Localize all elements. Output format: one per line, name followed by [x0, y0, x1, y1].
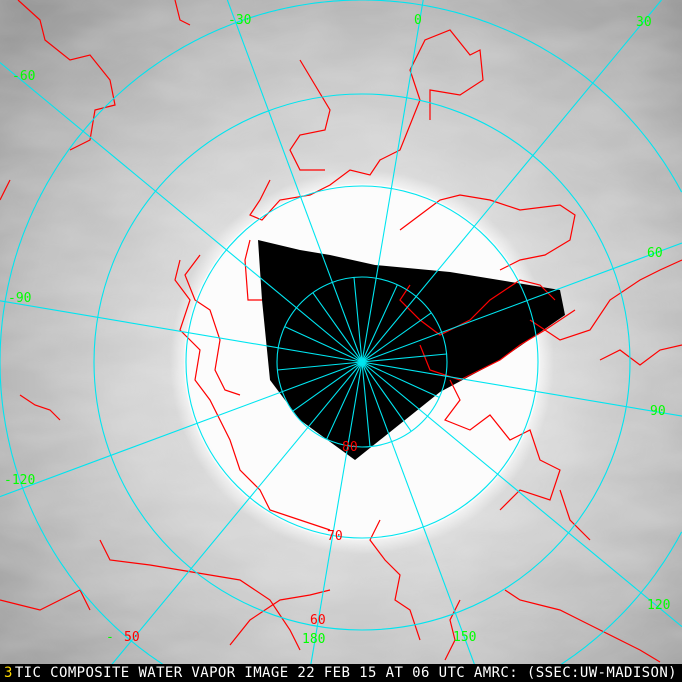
- meridian-line: [361, 361, 682, 417]
- meridian-line: [0, 361, 363, 498]
- latitude-circle-60: [93, 93, 631, 631]
- meridian-line: [361, 242, 682, 363]
- meridian-line: [277, 361, 363, 371]
- longitude-labels: 0 30 60 90 120 150 180 -30 -60 -90 -120 …: [4, 13, 670, 647]
- label-lat-70: 70: [327, 529, 343, 544]
- label-lon-0: 0: [414, 13, 422, 28]
- meridian-line: [96, 361, 363, 682]
- meridian-line: [361, 284, 398, 363]
- meridian-line: [307, 361, 363, 682]
- meridian-line: [361, 361, 482, 682]
- label-lon-minus-60: -60: [12, 69, 35, 84]
- meridian-line: [361, 361, 412, 432]
- label-lon-minus-30: -30: [228, 13, 251, 28]
- meridian-line: [284, 326, 363, 363]
- label-lon-minus-120: -120: [4, 473, 35, 488]
- latitude-circle-80: [276, 276, 448, 448]
- meridian-line: [312, 292, 363, 363]
- image-title: TIC COMPOSITE WATER VAPOR IMAGE 22 FEB 1…: [14, 665, 677, 681]
- meridian-line: [361, 361, 371, 447]
- meridian-line: [361, 312, 432, 363]
- label-lon-180: 180: [302, 632, 325, 647]
- meridian-line: [361, 361, 440, 398]
- meridian-line: [361, 0, 424, 363]
- meridian-line: [361, 0, 662, 363]
- meridian-line: [353, 277, 363, 363]
- meridian-line: [361, 361, 682, 628]
- label-lon-minus-90: -90: [8, 291, 31, 306]
- label-lat-60: 60: [310, 613, 326, 628]
- label-lon-120: 120: [647, 598, 670, 613]
- label-lon-90: 90: [650, 404, 666, 419]
- label-lon-30: 30: [636, 15, 652, 30]
- meridian-line: [0, 62, 363, 363]
- image-title-bar: 3 TIC COMPOSITE WATER VAPOR IMAGE 22 FEB …: [0, 664, 682, 682]
- latitude-circle-70: [185, 185, 539, 539]
- latitude-labels: 50 60 70 80: [124, 440, 358, 645]
- meridian-line: [226, 0, 363, 363]
- no-data-region: [258, 240, 565, 460]
- label-lon-minus-150: -: [106, 630, 114, 645]
- label-lon-60: 60: [647, 246, 663, 261]
- meridian-line: [361, 353, 447, 363]
- label-lat-80: 80: [342, 440, 358, 455]
- title-marker: 3: [4, 665, 13, 681]
- label-lat-50: 50: [124, 630, 140, 645]
- meridian-line: [0, 300, 363, 363]
- meridian-line: [292, 361, 363, 412]
- meridian-line: [326, 361, 363, 440]
- label-lon-150: 150: [453, 630, 476, 645]
